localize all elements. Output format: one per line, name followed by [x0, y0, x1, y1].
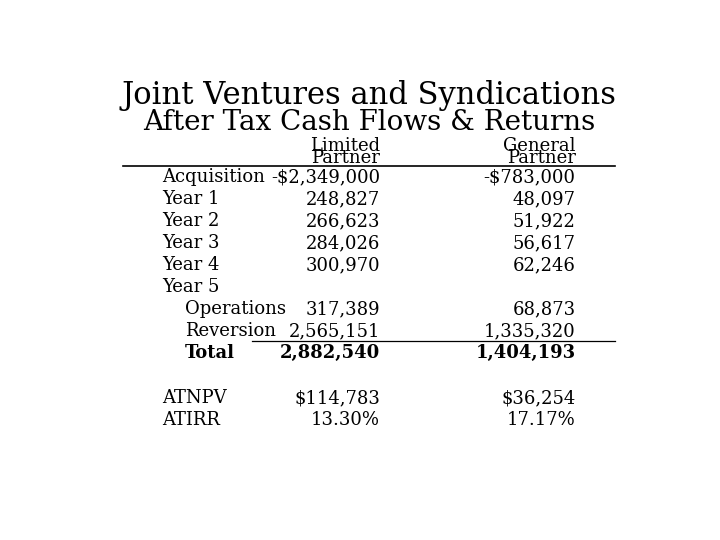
Text: ATNPV: ATNPV [163, 389, 228, 407]
Text: 68,873: 68,873 [513, 300, 575, 318]
Text: 2,882,540: 2,882,540 [280, 345, 380, 362]
Text: Year 5: Year 5 [163, 278, 220, 296]
Text: Joint Ventures and Syndications: Joint Ventures and Syndications [122, 80, 616, 111]
Text: Year 3: Year 3 [163, 234, 220, 252]
Text: ATIRR: ATIRR [163, 411, 220, 429]
Text: 56,617: 56,617 [513, 234, 575, 252]
Text: $36,254: $36,254 [501, 389, 575, 407]
Text: 17.17%: 17.17% [507, 411, 575, 429]
Text: Operations: Operations [185, 300, 286, 318]
Text: 51,922: 51,922 [513, 212, 575, 230]
Text: After Tax Cash Flows & Returns: After Tax Cash Flows & Returns [143, 109, 595, 136]
Text: Reversion: Reversion [185, 322, 276, 340]
Text: -$2,349,000: -$2,349,000 [271, 168, 380, 186]
Text: 48,097: 48,097 [513, 190, 575, 208]
Text: Year 1: Year 1 [163, 190, 220, 208]
Text: 266,623: 266,623 [306, 212, 380, 230]
Text: 300,970: 300,970 [305, 256, 380, 274]
Text: General: General [503, 137, 575, 155]
Text: 2,565,151: 2,565,151 [289, 322, 380, 340]
Text: Total: Total [185, 345, 235, 362]
Text: Year 2: Year 2 [163, 212, 220, 230]
Text: Acquisition: Acquisition [163, 168, 266, 186]
Text: 317,389: 317,389 [305, 300, 380, 318]
Text: Partner: Partner [311, 149, 380, 167]
Text: Partner: Partner [507, 149, 575, 167]
Text: 1,335,320: 1,335,320 [484, 322, 575, 340]
Text: -$783,000: -$783,000 [483, 168, 575, 186]
Text: 1,404,193: 1,404,193 [475, 345, 575, 362]
Text: 13.30%: 13.30% [311, 411, 380, 429]
Text: 248,827: 248,827 [306, 190, 380, 208]
Text: Limited: Limited [310, 137, 380, 155]
Text: 284,026: 284,026 [306, 234, 380, 252]
Text: Year 4: Year 4 [163, 256, 220, 274]
Text: $114,783: $114,783 [294, 389, 380, 407]
Text: 62,246: 62,246 [513, 256, 575, 274]
